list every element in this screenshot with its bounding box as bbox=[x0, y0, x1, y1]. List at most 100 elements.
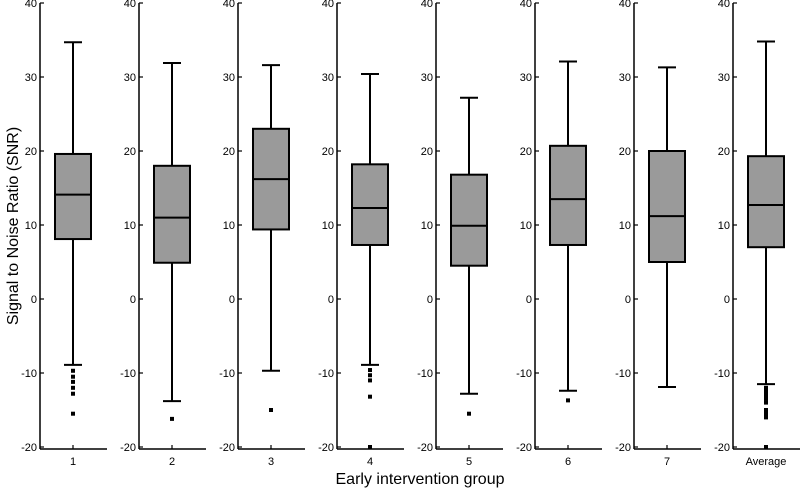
y-tick-label: 0 bbox=[328, 294, 334, 306]
iqr-box bbox=[351, 163, 389, 246]
iqr-box bbox=[54, 152, 92, 241]
y-tick-label: 30 bbox=[25, 72, 37, 84]
outlier-point bbox=[71, 385, 75, 390]
x-tick-label: 3 bbox=[268, 456, 274, 468]
x-tick-label: 4 bbox=[367, 456, 373, 468]
panel-4: -20 -10 0 10 20 30 40 4 bbox=[318, 0, 404, 468]
outlier-point bbox=[764, 400, 768, 405]
y-tick-label: 40 bbox=[520, 0, 532, 10]
y-tick-label: 40 bbox=[25, 0, 37, 10]
outlier-point bbox=[368, 378, 372, 383]
y-tick-label: 20 bbox=[124, 146, 136, 158]
iqr-box bbox=[648, 150, 686, 263]
y-tick-label: 20 bbox=[223, 146, 235, 158]
y-tick-label: 10 bbox=[25, 220, 37, 232]
outlier-point bbox=[764, 411, 768, 416]
y-tick-label: 10 bbox=[223, 220, 235, 232]
panel-1: -20 -10 0 10 20 30 40 1 bbox=[21, 0, 107, 468]
x-tick-label: 6 bbox=[565, 456, 571, 468]
y-tick-label: 40 bbox=[619, 0, 631, 10]
outlier-point bbox=[764, 415, 768, 420]
panel-6: -20 -10 0 10 20 30 40 6 bbox=[516, 0, 602, 468]
y-tick-label: -20 bbox=[219, 442, 235, 454]
y-tick-label: 10 bbox=[322, 220, 334, 232]
y-tick-label: 0 bbox=[625, 294, 631, 306]
y-tick-label: 30 bbox=[322, 72, 334, 84]
y-tick-label: 40 bbox=[718, 0, 730, 10]
y-tick-label: 10 bbox=[520, 220, 532, 232]
y-tick-label: -10 bbox=[714, 368, 730, 380]
y-tick-label: 20 bbox=[25, 146, 37, 158]
y-tick-label: -20 bbox=[318, 442, 334, 454]
y-tick-label: 10 bbox=[619, 220, 631, 232]
outlier-point bbox=[764, 445, 768, 449]
y-axis-label: Signal to Noise Ratio (SNR) bbox=[5, 127, 22, 325]
outlier-point bbox=[368, 394, 372, 399]
x-tick-label: 1 bbox=[70, 456, 76, 468]
iqr-box bbox=[549, 144, 587, 246]
y-tick-label: -10 bbox=[120, 368, 136, 380]
y-tick-label: 0 bbox=[526, 294, 532, 306]
y-tick-label: -20 bbox=[417, 442, 433, 454]
panel-8: -20 -10 0 10 20 30 40 Average bbox=[714, 0, 800, 468]
outlier-point bbox=[566, 398, 570, 403]
outlier-point bbox=[71, 374, 75, 379]
y-tick-label: 20 bbox=[322, 146, 334, 158]
outlier-point bbox=[71, 391, 75, 396]
y-tick-label: -20 bbox=[516, 442, 532, 454]
y-tick-label: 10 bbox=[421, 220, 433, 232]
y-tick-label: 40 bbox=[223, 0, 235, 10]
outlier-point bbox=[764, 389, 768, 394]
y-tick-label: -10 bbox=[318, 368, 334, 380]
y-tick-label: 20 bbox=[421, 146, 433, 158]
panel-2: -20 -10 0 10 20 30 40 2 bbox=[120, 0, 206, 468]
y-tick-label: 40 bbox=[421, 0, 433, 10]
y-tick-label: 10 bbox=[124, 220, 136, 232]
y-tick-label: 20 bbox=[718, 146, 730, 158]
iqr-box bbox=[153, 164, 191, 264]
y-tick-label: 10 bbox=[718, 220, 730, 232]
x-axis-label: Early intervention group bbox=[336, 471, 505, 488]
panel-7: -20 -10 0 10 20 30 40 7 bbox=[615, 0, 701, 468]
outlier-point bbox=[71, 411, 75, 416]
outlier-point bbox=[269, 408, 273, 412]
y-tick-label: 0 bbox=[130, 294, 136, 306]
y-tick-label: -20 bbox=[615, 442, 631, 454]
x-tick-label: 5 bbox=[466, 456, 472, 468]
y-tick-label: 30 bbox=[421, 72, 433, 84]
y-tick-label: 0 bbox=[31, 294, 37, 306]
outlier-point bbox=[764, 408, 768, 412]
outlier-point bbox=[71, 368, 75, 373]
y-tick-label: -20 bbox=[120, 442, 136, 454]
iqr-box bbox=[747, 155, 785, 249]
y-tick-label: 40 bbox=[124, 0, 136, 10]
y-tick-label: 30 bbox=[223, 72, 235, 84]
outlier-point bbox=[467, 411, 471, 416]
x-tick-label: 7 bbox=[664, 456, 670, 468]
iqr-box bbox=[450, 173, 488, 267]
x-tick-label: Average bbox=[746, 456, 787, 468]
y-tick-label: -10 bbox=[21, 368, 37, 380]
outlier-point bbox=[764, 385, 768, 390]
y-tick-label: -20 bbox=[714, 442, 730, 454]
y-tick-label: 0 bbox=[724, 294, 730, 306]
y-tick-label: 20 bbox=[520, 146, 532, 158]
outlier-point bbox=[764, 393, 768, 398]
outlier-point bbox=[368, 368, 372, 373]
y-tick-label: 30 bbox=[124, 72, 136, 84]
y-tick-label: 40 bbox=[322, 0, 334, 10]
y-tick-label: 20 bbox=[619, 146, 631, 158]
y-tick-label: -10 bbox=[219, 368, 235, 380]
y-tick-label: 30 bbox=[718, 72, 730, 84]
x-tick-label: 2 bbox=[169, 456, 175, 468]
outlier-point bbox=[368, 373, 372, 378]
y-tick-label: 30 bbox=[520, 72, 532, 84]
y-tick-label: 0 bbox=[229, 294, 235, 306]
outlier-point bbox=[170, 416, 174, 421]
y-tick-label: -10 bbox=[417, 368, 433, 380]
y-tick-label: -20 bbox=[21, 442, 37, 454]
y-tick-label: -10 bbox=[615, 368, 631, 380]
outlier-point bbox=[764, 396, 768, 401]
y-tick-label: -10 bbox=[516, 368, 532, 380]
